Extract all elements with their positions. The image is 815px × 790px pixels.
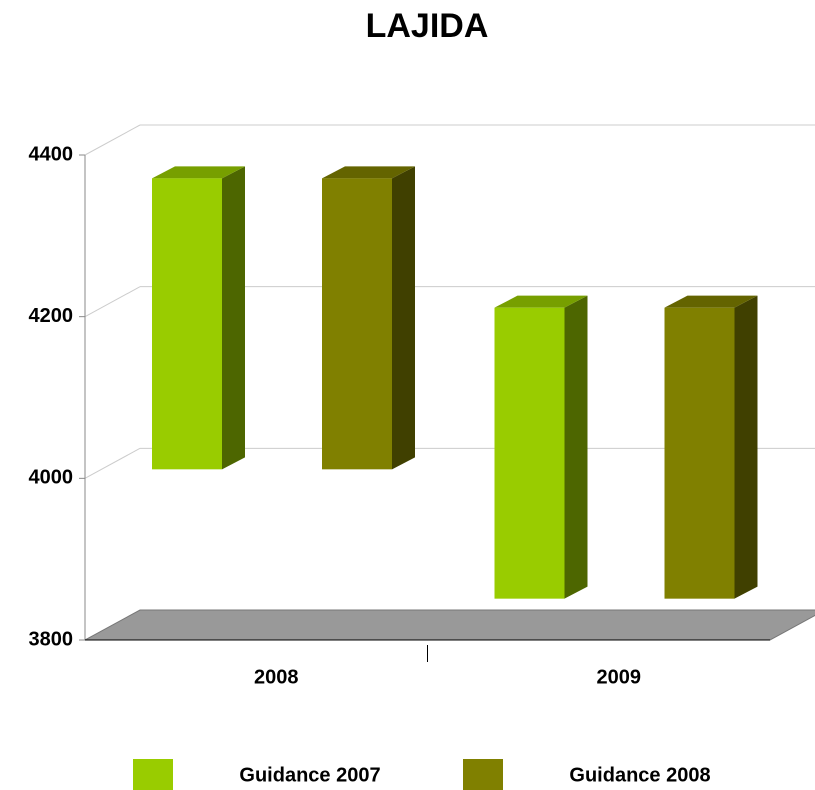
y-tick-label: 4200 [29, 305, 74, 327]
bar-side [392, 166, 415, 470]
bar-top [664, 295, 758, 308]
x-tick-label: 2008 [254, 666, 299, 688]
legend-swatch [463, 759, 503, 790]
bar-top [322, 166, 415, 179]
legend-label: Guidance 2007 [239, 764, 380, 786]
bar-side [222, 166, 245, 470]
floor [84, 609, 815, 641]
bar [322, 178, 392, 470]
bar-side [564, 295, 588, 599]
grid-line [84, 286, 141, 318]
bar-top [494, 295, 588, 308]
bar [152, 178, 222, 470]
legend-label: Guidance 2008 [569, 764, 710, 786]
y-tick-label: 4400 [29, 143, 74, 165]
grid-line [84, 124, 141, 156]
bar-top [152, 166, 245, 179]
legend-swatch [133, 759, 173, 790]
bar [664, 307, 735, 599]
y-tick-label: 3800 [29, 628, 74, 650]
x-tick-label: 2009 [597, 666, 642, 688]
grid-line [84, 447, 141, 479]
y-tick-label: 4000 [29, 467, 74, 489]
bar [494, 307, 565, 599]
bar-side [734, 295, 758, 599]
chart-title: LAJIDA [366, 7, 489, 45]
